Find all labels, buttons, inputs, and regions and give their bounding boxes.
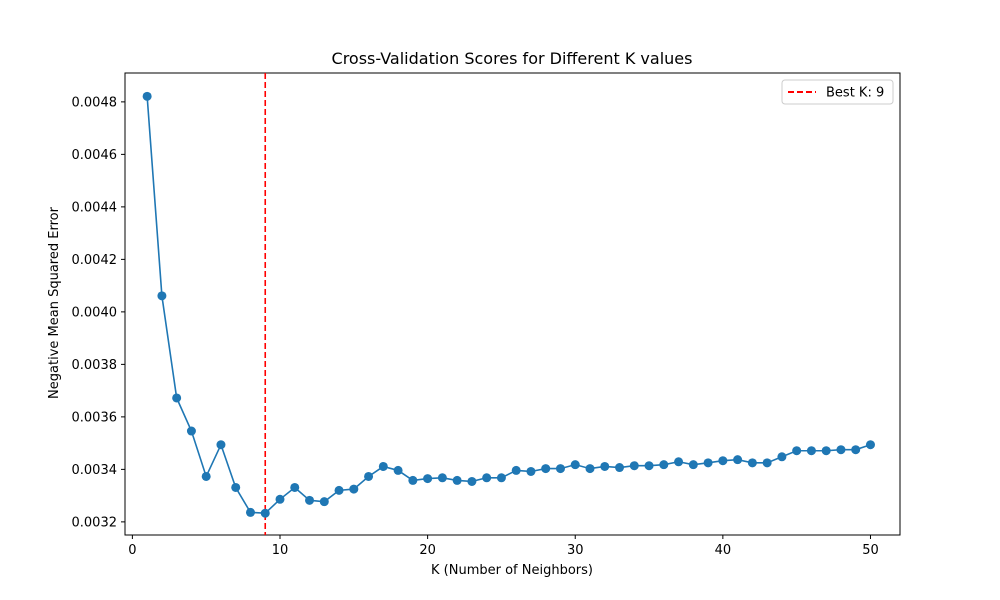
y-tick-label: 0.0032: [72, 515, 118, 530]
data-point: [806, 446, 816, 456]
data-point: [452, 475, 462, 485]
x-tick-label: 40: [715, 543, 732, 558]
x-axis: 0 10 20 30 40 50: [128, 535, 879, 558]
data-point: [674, 457, 684, 467]
data-point: [747, 458, 757, 468]
y-axis-title: Negative Mean Squared Error: [47, 206, 62, 399]
data-point: [378, 461, 388, 471]
y-tick-label: 0.0036: [72, 410, 118, 425]
series-line: [146, 96, 871, 515]
chart-title: Cross-Validation Scores for Different K …: [332, 49, 693, 68]
data-point: [482, 473, 492, 483]
legend: Best K: 9: [781, 79, 894, 105]
data-point: [393, 465, 403, 475]
data-point: [437, 473, 447, 483]
data-point: [570, 460, 580, 470]
data-point: [319, 497, 329, 507]
data-point: [260, 508, 270, 518]
data-point: [615, 463, 625, 473]
y-tick-label: 0.0038: [72, 358, 118, 373]
data-point: [600, 461, 610, 471]
data-point: [511, 465, 521, 475]
data-point: [703, 458, 713, 468]
data-point: [496, 473, 506, 483]
data-point: [865, 440, 875, 450]
data-point: [659, 460, 669, 470]
x-tick-label: 10: [272, 543, 289, 558]
y-tick-label: 0.0040: [72, 305, 118, 320]
x-tick-label: 20: [419, 543, 436, 558]
data-point: [423, 474, 433, 484]
y-tick-label: 0.0046: [72, 148, 118, 163]
data-point: [467, 476, 477, 486]
data-point: [792, 446, 802, 456]
plot-area: [124, 72, 901, 536]
data-point: [821, 446, 831, 456]
data-point: [644, 461, 654, 471]
data-point: [629, 461, 639, 471]
data-point: [718, 456, 728, 466]
y-axis: 0.0032 0.0034 0.0036 0.0038 0.0040 0.0042 0.00…: [72, 95, 125, 530]
data-point: [364, 471, 374, 481]
data-point: [777, 452, 787, 462]
data-point: [186, 426, 196, 436]
data-point: [733, 455, 743, 465]
data-point: [216, 440, 226, 450]
x-tick-label: 50: [862, 543, 879, 558]
data-point: [541, 464, 551, 474]
x-tick-label: 30: [567, 543, 584, 558]
data-point: [334, 485, 344, 495]
plot-frame: [124, 72, 901, 536]
legend-label-best-k: Best K: 9: [826, 86, 884, 101]
series-layer: [142, 91, 875, 518]
data-point: [245, 507, 255, 517]
data-point: [762, 458, 772, 468]
data-point: [157, 291, 167, 301]
y-tick-label: 0.0042: [72, 253, 118, 268]
y-tick-label: 0.0048: [72, 95, 118, 110]
data-point: [526, 466, 536, 476]
data-point: [688, 460, 698, 470]
data-point: [201, 471, 211, 481]
x-axis-title: K (Number of Neighbors): [431, 563, 593, 578]
y-tick-label: 0.0044: [72, 200, 118, 215]
data-point: [275, 494, 285, 504]
legend-box: [781, 79, 894, 105]
data-point: [836, 445, 846, 455]
data-point: [349, 484, 359, 494]
data-point: [172, 393, 182, 403]
data-point: [851, 445, 861, 455]
data-point: [305, 495, 315, 505]
data-point: [290, 482, 300, 492]
x-tick-label: 0: [128, 543, 136, 558]
data-point: [555, 464, 565, 474]
data-point: [142, 91, 152, 101]
y-tick-label: 0.0034: [72, 463, 118, 478]
data-point: [231, 482, 241, 492]
data-point: [408, 475, 418, 485]
data-point: [585, 464, 595, 474]
